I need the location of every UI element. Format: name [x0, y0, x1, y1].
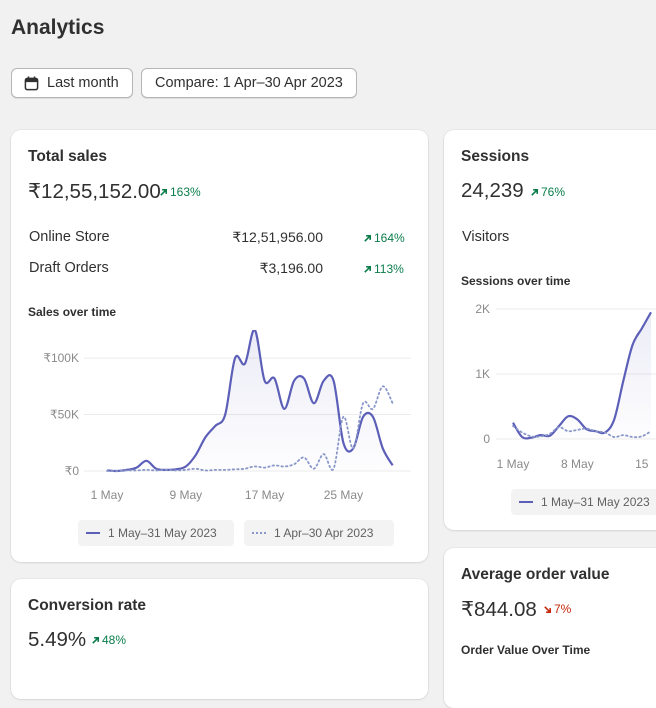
dotted-line-swatch — [252, 532, 266, 534]
conversion-rate-card[interactable]: Conversion rate 5.49% 48% — [11, 579, 428, 699]
page-title: Analytics — [11, 16, 105, 39]
sessions-value: 24,239 — [461, 179, 524, 202]
sessions-chart[interactable]: 0 1K 2K 1 May 8 May 15 — [444, 295, 656, 475]
x-tick-label: 8 May — [561, 457, 594, 471]
trend-value: 76% — [541, 185, 566, 199]
arrow-up-icon — [160, 188, 168, 196]
breakdown-trend-online-store: 164% — [363, 231, 405, 245]
breakdown-value-draft-orders: ₹3,196.00 — [259, 260, 323, 276]
visitors-label: Visitors — [462, 229, 510, 245]
card-title[interactable]: Sessions — [461, 148, 530, 165]
solid-line-swatch — [519, 501, 533, 503]
arrow-up-icon — [364, 234, 372, 242]
chart-title: Order Value Over Time — [461, 643, 591, 657]
arrow-up-icon — [364, 265, 372, 273]
sales-chart[interactable]: ₹0 ₹50K ₹100K 1 May 9 May 17 May 25 May — [11, 330, 428, 530]
arrow-up-icon — [531, 188, 539, 196]
series-line-current — [106, 330, 394, 473]
trend-value: 113% — [374, 262, 404, 276]
chart-title: Sales over time — [28, 305, 117, 319]
total-sales-trend: 163% — [159, 185, 201, 199]
total-sales-card[interactable]: Total sales ₹12,55,152.00 163% Online St… — [11, 130, 428, 562]
legend-label: 1 May–31 May 2023 — [541, 495, 650, 509]
aov-trend: 7% — [543, 602, 571, 616]
y-tick-label: ₹0 — [65, 464, 80, 478]
trend-value: 164% — [374, 231, 405, 245]
legend-label: 1 May–31 May 2023 — [108, 526, 217, 540]
trend-value: 163% — [170, 185, 201, 199]
y-tick-label: ₹50K — [50, 408, 79, 422]
series-area — [107, 330, 393, 472]
legend-label: 1 Apr–30 Apr 2023 — [274, 526, 374, 540]
y-tick-label: ₹100K — [43, 351, 79, 365]
compare-button[interactable]: Compare: 1 Apr–30 Apr 2023 — [141, 68, 357, 98]
series-line-previous — [106, 385, 394, 472]
x-tick-label: 9 May — [169, 488, 202, 502]
series-line-current — [512, 311, 652, 440]
breakdown-trend-draft-orders: 113% — [363, 262, 404, 276]
y-tick-label: 1K — [475, 367, 490, 381]
sessions-trend: 76% — [530, 185, 565, 199]
legend-item-previous[interactable]: 1 Apr–30 Apr 2023 — [244, 520, 394, 546]
solid-line-swatch — [86, 532, 100, 534]
arrow-down-icon — [544, 605, 552, 613]
x-tick-label: 1 May — [91, 488, 124, 502]
breakdown-value-online-store: ₹12,51,956.00 — [232, 229, 323, 245]
total-sales-value: ₹12,55,152.00 — [28, 180, 161, 203]
card-title[interactable]: Total sales — [28, 148, 107, 165]
card-title[interactable]: Average order value — [461, 566, 610, 583]
series-area — [513, 312, 651, 439]
date-range-label: Last month — [47, 75, 119, 91]
breakdown-label-draft-orders: Draft Orders — [29, 260, 109, 276]
card-title[interactable]: Conversion rate — [28, 597, 147, 614]
aov-value: ₹844.08 — [461, 598, 537, 621]
legend-item-current[interactable]: 1 May–31 May 2023 — [78, 520, 234, 546]
trend-value: 7% — [554, 602, 572, 616]
x-tick-label: 1 May — [497, 457, 530, 471]
breakdown-label-online-store: Online Store — [29, 229, 110, 245]
series-line-previous — [512, 425, 652, 439]
conversion-rate-value: 5.49% — [28, 628, 87, 651]
chart-title: Sessions over time — [461, 274, 571, 288]
conversion-rate-trend: 48% — [91, 633, 126, 647]
x-tick-label: 15 — [635, 457, 649, 471]
average-order-value-card[interactable]: Average order value ₹844.08 7% Order Val… — [444, 548, 656, 708]
legend-item-current[interactable]: 1 May–31 May 2023 — [511, 489, 656, 515]
date-range-button[interactable]: Last month — [11, 68, 133, 98]
calendar-icon — [24, 75, 39, 90]
sessions-card[interactable]: Sessions 24,239 76% Visitors Sessions ov… — [444, 130, 656, 530]
x-tick-label: 25 May — [324, 488, 363, 502]
arrow-up-icon — [92, 636, 100, 644]
y-tick-label: 0 — [483, 432, 490, 446]
trend-value: 48% — [102, 633, 127, 647]
x-tick-label: 17 May — [245, 488, 284, 502]
compare-label: Compare: 1 Apr–30 Apr 2023 — [155, 75, 343, 91]
y-tick-label: 2K — [475, 302, 490, 316]
